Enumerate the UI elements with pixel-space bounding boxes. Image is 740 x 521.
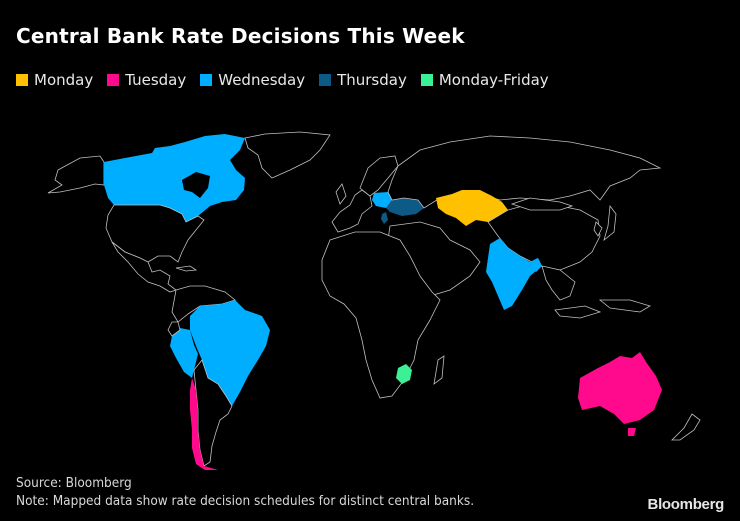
country-mongolia <box>510 197 574 211</box>
source-text: Source: Bloomberg <box>16 475 132 491</box>
note-text: Note: Mapped data show rate decision sch… <box>16 493 475 509</box>
country-peru <box>170 328 198 378</box>
country-serbia <box>381 212 388 224</box>
chart-title: Central Bank Rate Decisions This Week <box>16 24 465 48</box>
country-chile <box>190 378 218 470</box>
region-southeast-asia <box>541 265 576 301</box>
country-china <box>487 203 601 271</box>
legend-label: Thursday <box>337 71 407 89</box>
world-map <box>47 131 701 470</box>
legend-label: Wednesday <box>218 71 306 89</box>
country-poland <box>372 192 392 208</box>
country-new-zealand <box>671 413 701 441</box>
legend-swatch-monday-friday <box>420 74 433 86</box>
country-australia <box>578 352 662 424</box>
bloomberg-logo: Bloomberg <box>647 496 725 513</box>
legend-item-tuesday: Tuesday <box>107 71 186 89</box>
legend-item-monday: Monday <box>16 71 93 89</box>
country-bangladesh <box>530 258 542 272</box>
legend-item-wednesday: Wednesday <box>200 71 305 89</box>
country-ukraine <box>386 198 424 216</box>
legend-item-monday-friday: Monday-Friday <box>420 71 549 89</box>
legend-swatch-monday <box>16 74 28 86</box>
country-canada <box>104 134 245 222</box>
legend-swatch-tuesday <box>107 74 120 86</box>
region-western-europe <box>331 189 373 233</box>
country-tasmania <box>628 428 636 436</box>
country-zimbabwe <box>396 364 412 384</box>
country-greenland <box>244 131 331 179</box>
legend-item-thursday: Thursday <box>319 71 407 89</box>
country-mexico <box>111 241 177 293</box>
legend-swatch-thursday <box>319 74 332 86</box>
legend-swatch-wednesday <box>200 74 213 86</box>
country-russia <box>387 135 662 209</box>
country-kazakhstan <box>436 190 508 226</box>
country-india <box>486 238 542 310</box>
legend-label: Tuesday <box>125 71 187 89</box>
country-brazil <box>190 300 270 406</box>
footer: Source: Bloomberg Note: Mapped data show… <box>16 474 474 510</box>
country-alaska <box>47 155 105 194</box>
legend-label: Monday-Friday <box>438 71 549 89</box>
legend: Monday Tuesday Wednesday Thursday Monday… <box>16 71 549 89</box>
legend-label: Monday <box>34 71 94 89</box>
